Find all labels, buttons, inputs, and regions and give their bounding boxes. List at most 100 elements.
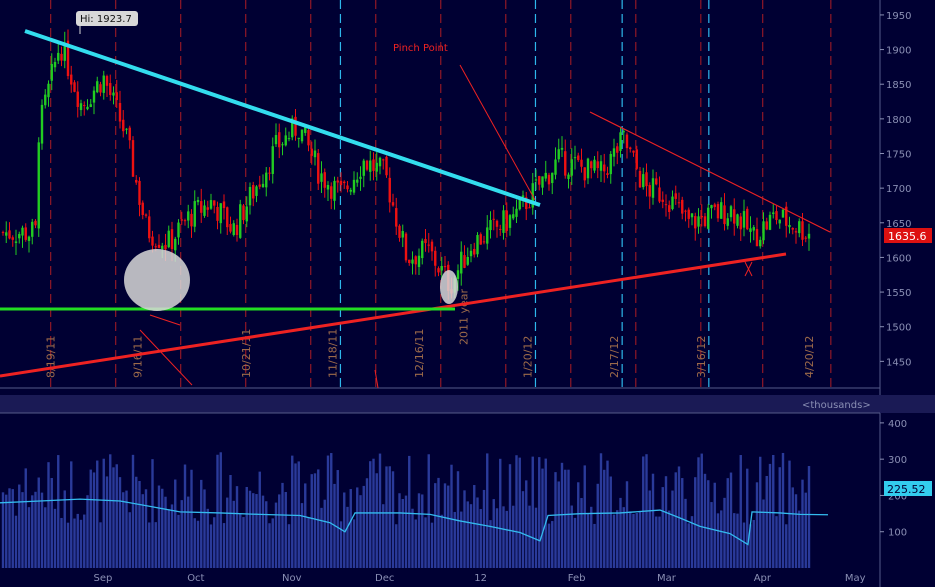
candle-body bbox=[619, 132, 622, 151]
candle-body bbox=[752, 227, 755, 231]
volume-tick-label: 100 bbox=[888, 528, 907, 539]
volume-bar bbox=[105, 476, 109, 568]
candle-body bbox=[508, 215, 512, 228]
volume-bar bbox=[772, 454, 775, 568]
candle-body bbox=[707, 207, 710, 229]
candle-body bbox=[603, 164, 606, 172]
volume-bar bbox=[749, 524, 752, 568]
candle-body bbox=[489, 220, 492, 231]
month-label: May bbox=[845, 573, 866, 584]
volume-bar bbox=[577, 482, 580, 568]
volume-bar bbox=[544, 458, 547, 568]
volume-bar bbox=[53, 508, 57, 568]
candle-body bbox=[651, 178, 655, 198]
volume-bar bbox=[73, 518, 76, 568]
candle-body bbox=[278, 132, 281, 148]
volume-bar bbox=[700, 453, 703, 568]
volume-bar bbox=[365, 478, 369, 568]
candle-body bbox=[200, 201, 203, 213]
candle-body bbox=[658, 187, 661, 202]
volume-bar bbox=[580, 498, 583, 568]
candle-body bbox=[18, 234, 21, 239]
volume-bar bbox=[258, 471, 261, 568]
volume-bar bbox=[694, 477, 697, 568]
pinch-point-pointer bbox=[459, 64, 536, 201]
volume-bar bbox=[703, 473, 707, 568]
expiry-date-label: 4/20/12 bbox=[803, 336, 816, 378]
candle-body bbox=[317, 153, 320, 184]
candle-body bbox=[24, 227, 27, 240]
candle-body bbox=[492, 218, 495, 220]
volume-bar bbox=[437, 477, 440, 568]
volume-bar bbox=[24, 468, 27, 568]
volume-bar bbox=[440, 514, 443, 568]
volume-bar bbox=[570, 505, 573, 568]
month-label: Sep bbox=[94, 573, 113, 584]
volume-bar bbox=[567, 469, 570, 568]
candle-body bbox=[515, 208, 518, 217]
candle-body bbox=[417, 255, 421, 268]
annotation-pointer bbox=[374, 369, 379, 389]
candle-body bbox=[466, 256, 469, 265]
volume-bar bbox=[687, 523, 690, 568]
candle-body bbox=[401, 231, 404, 238]
volume-bar bbox=[515, 455, 518, 568]
volume-bar bbox=[382, 504, 385, 568]
expiry-date-label: 8/19/11 bbox=[45, 336, 58, 378]
volume-bar bbox=[242, 517, 245, 568]
volume-bar bbox=[502, 506, 505, 568]
volume-bar bbox=[232, 500, 235, 568]
volume-bar bbox=[291, 455, 294, 568]
volume-bar bbox=[554, 472, 557, 568]
volume-bar bbox=[453, 511, 456, 568]
volume-bar bbox=[135, 476, 138, 568]
volume-bar bbox=[229, 475, 232, 568]
volume-bar bbox=[785, 524, 788, 568]
candle-body bbox=[599, 161, 603, 171]
volume-bar bbox=[11, 489, 14, 568]
candle-body bbox=[365, 160, 369, 170]
candle-body bbox=[720, 202, 723, 219]
candle-body bbox=[547, 174, 551, 185]
volume-bar bbox=[690, 516, 694, 568]
candle-body bbox=[89, 104, 92, 108]
volume-bar bbox=[102, 458, 105, 568]
candle-body bbox=[541, 176, 544, 188]
candle-body bbox=[801, 221, 804, 240]
volume-bar bbox=[547, 523, 551, 568]
candle-body bbox=[378, 157, 382, 167]
volume-bar bbox=[434, 483, 437, 568]
candle-body bbox=[131, 140, 135, 177]
candle-body bbox=[148, 216, 151, 239]
volume-bar bbox=[466, 501, 469, 568]
volume-bar bbox=[261, 495, 265, 568]
volume-bar bbox=[606, 460, 609, 568]
candle-body bbox=[697, 216, 700, 227]
candle-body bbox=[723, 205, 726, 225]
volume-bar bbox=[411, 508, 414, 568]
volume-bar bbox=[170, 504, 174, 568]
highlight-circle bbox=[440, 270, 458, 304]
candle-body bbox=[154, 246, 157, 248]
resistance-line-thin bbox=[589, 111, 831, 233]
downtrend-line bbox=[24, 29, 541, 207]
candle-body bbox=[534, 179, 538, 181]
candle-body bbox=[206, 207, 209, 210]
volume-bar bbox=[359, 495, 362, 568]
candle-body bbox=[281, 144, 284, 146]
annotation-mark bbox=[744, 261, 753, 277]
candle-body bbox=[291, 118, 294, 138]
volume-bar bbox=[300, 503, 304, 568]
candle-body bbox=[460, 251, 463, 274]
volume-bar bbox=[40, 492, 44, 568]
candle-body bbox=[326, 185, 330, 190]
volume-bar bbox=[76, 513, 79, 568]
candle-body bbox=[323, 172, 326, 188]
volume-bar bbox=[141, 494, 144, 568]
volume-bar bbox=[486, 453, 489, 568]
volume-bar bbox=[417, 493, 421, 568]
candle-body bbox=[798, 221, 801, 234]
volume-bar bbox=[138, 480, 141, 568]
volume-bar bbox=[336, 470, 339, 568]
